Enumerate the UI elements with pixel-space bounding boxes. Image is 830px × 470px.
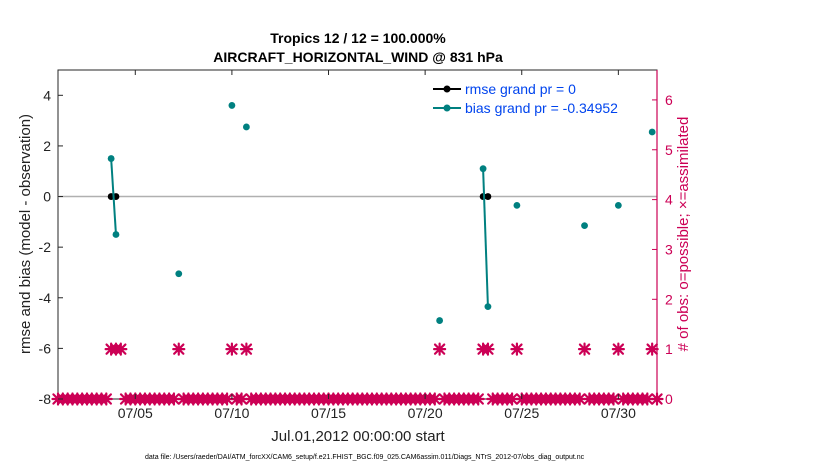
y2-tick-label: 6 [665, 92, 673, 108]
bias-series-line [482, 168, 489, 307]
x-tick-label: 07/20 [408, 405, 443, 421]
y2-tick-label: 4 [665, 192, 673, 208]
y2-tick-label: 2 [665, 291, 673, 307]
obs-count-marker [510, 342, 524, 356]
obs-count-marker [172, 342, 186, 356]
bias-point [242, 123, 250, 131]
bias-point [479, 165, 487, 173]
obs-count-marker [114, 342, 128, 356]
obs-count-marker [234, 392, 249, 406]
obs-count-marker [481, 342, 495, 356]
legend-box [428, 79, 650, 118]
x-tick-label: 07/25 [504, 405, 539, 421]
y2-axis-label: # of obs: o=possible; ×=assimilated [675, 117, 692, 352]
obs-count-marker [505, 392, 519, 406]
legend-rmse-text: rmse grand pr = 0 [465, 81, 576, 97]
obs-count-marker [239, 342, 254, 356]
bias-point [648, 128, 656, 136]
obs-count-marker [225, 342, 239, 356]
obs-count-markers [51, 342, 664, 406]
bias-point [107, 155, 115, 162]
bias-point [436, 317, 444, 324]
x-tick-label: 07/05 [118, 405, 153, 421]
bias-point [581, 222, 588, 230]
obs-count-marker [606, 392, 621, 406]
y-tick-label: -8 [39, 391, 52, 407]
obs-count-marker [640, 392, 654, 406]
legend-rmse-marker [443, 85, 451, 93]
plot-area [57, 69, 658, 400]
bias-point [513, 201, 521, 209]
data-file-footnote: data file: /Users/raeder/DAI/ATM_forcXX/… [145, 454, 585, 461]
x-tick-label: 07/10 [214, 405, 249, 421]
y2-tick-label: 1 [665, 341, 673, 357]
bias-point [228, 102, 236, 109]
y-tick-label: 2 [43, 138, 51, 154]
bias-point [484, 303, 492, 311]
x-tick-label: 07/30 [601, 405, 636, 421]
x-tick-label: 07/15 [311, 405, 346, 421]
y-tick-label: -4 [39, 290, 52, 306]
series-layer [107, 102, 656, 324]
bias-point [175, 270, 183, 278]
obs-count-marker [611, 342, 625, 356]
axes-layer: 07/05 07/10 07/15 07/20 07/25 07/30 -8 -6 -4 -2 0 2… [39, 70, 673, 421]
obs-count-marker [428, 392, 442, 406]
obs-count-marker [167, 392, 181, 406]
bias-series-line [110, 158, 117, 235]
chart-title: Tropics 12 / 12 = 100.000% [270, 30, 446, 46]
obs-count-marker [99, 392, 113, 406]
rmse-point [484, 193, 492, 200]
chart-subtitle: AIRCRAFT_HORIZONTAL_WIND @ 831 hPa [213, 49, 503, 65]
y2-tick-label: 3 [665, 241, 673, 257]
bias-point [614, 201, 622, 209]
legend-bias-text: bias grand pr = -0.34952 [465, 100, 618, 116]
y-axis-label: rmse and bias (model - observation) [17, 114, 34, 354]
legend: rmse grand pr = 0 bias grand pr = -0.349… [428, 79, 650, 118]
x-axis-label: Jul.01,2012 00:00:00 start [271, 428, 445, 445]
y-tick-label: 4 [43, 87, 51, 103]
obs-count-marker [433, 342, 447, 356]
y-tick-label: -2 [39, 239, 52, 255]
obs-count-marker [573, 392, 587, 406]
y2-tick-label: 5 [665, 142, 673, 158]
obs-count-marker [220, 392, 234, 406]
y2-tick-label: 0 [665, 391, 673, 407]
y-tick-label: 0 [43, 189, 51, 205]
obs-count-marker [577, 342, 592, 356]
obs-count-marker [471, 392, 485, 406]
bias-point [112, 231, 120, 238]
y-tick-label: -6 [39, 340, 52, 356]
legend-bias-marker [443, 104, 451, 112]
